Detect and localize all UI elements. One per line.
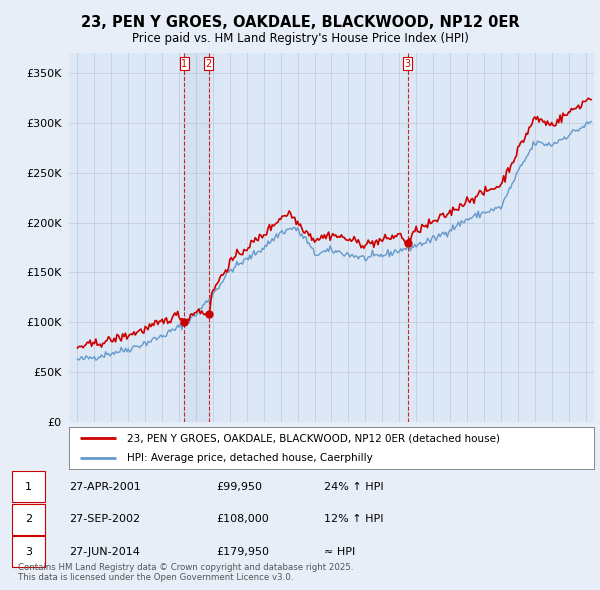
- Text: 27-SEP-2002: 27-SEP-2002: [69, 514, 140, 524]
- Text: 27-APR-2001: 27-APR-2001: [69, 482, 141, 491]
- Text: £108,000: £108,000: [216, 514, 269, 524]
- Text: 3: 3: [404, 58, 410, 68]
- Text: 2: 2: [25, 514, 32, 524]
- Text: 2: 2: [205, 58, 212, 68]
- Text: 12% ↑ HPI: 12% ↑ HPI: [324, 514, 383, 524]
- Text: 23, PEN Y GROES, OAKDALE, BLACKWOOD, NP12 0ER (detached house): 23, PEN Y GROES, OAKDALE, BLACKWOOD, NP1…: [127, 433, 500, 443]
- Text: 24% ↑ HPI: 24% ↑ HPI: [324, 482, 383, 491]
- Text: 1: 1: [181, 58, 188, 68]
- Text: £179,950: £179,950: [216, 547, 269, 556]
- Bar: [184, 53, 209, 422]
- Text: £99,950: £99,950: [216, 482, 262, 491]
- Text: 27-JUN-2014: 27-JUN-2014: [69, 547, 140, 556]
- Text: Contains HM Land Registry data © Crown copyright and database right 2025.
This d: Contains HM Land Registry data © Crown c…: [18, 563, 353, 582]
- Text: 3: 3: [25, 547, 32, 556]
- Text: ≈ HPI: ≈ HPI: [324, 547, 355, 556]
- Text: 1: 1: [25, 482, 32, 491]
- Text: 23, PEN Y GROES, OAKDALE, BLACKWOOD, NP12 0ER: 23, PEN Y GROES, OAKDALE, BLACKWOOD, NP1…: [80, 15, 520, 30]
- Text: Price paid vs. HM Land Registry's House Price Index (HPI): Price paid vs. HM Land Registry's House …: [131, 32, 469, 45]
- Text: HPI: Average price, detached house, Caerphilly: HPI: Average price, detached house, Caer…: [127, 453, 373, 463]
